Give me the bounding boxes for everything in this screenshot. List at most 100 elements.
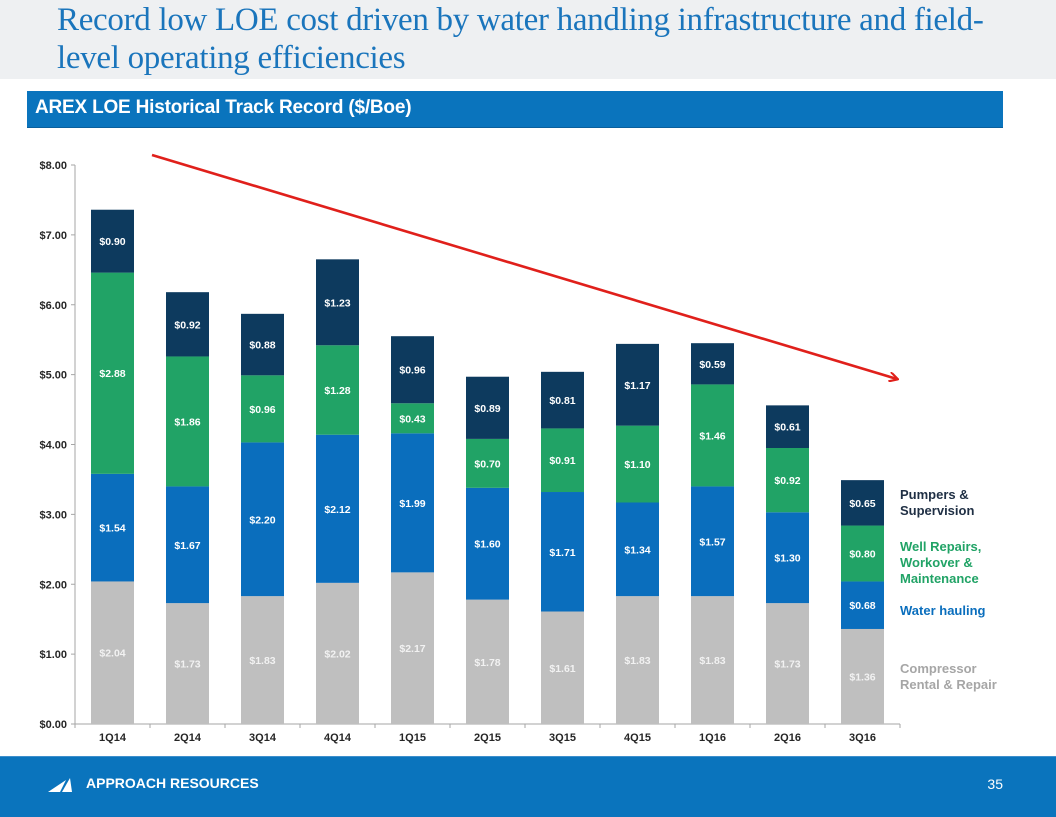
bar-segment bbox=[541, 428, 584, 493]
data-label: $2.04 bbox=[99, 648, 125, 660]
x-tick-label: 3Q14 bbox=[249, 732, 277, 744]
data-label: $0.43 bbox=[399, 413, 425, 425]
bar-segment bbox=[91, 581, 134, 724]
bar-stack-3Q16: $1.36 $0.68 $0.80 $0.65 bbox=[841, 480, 884, 724]
bar-segment bbox=[91, 473, 134, 582]
x-tick-label: 3Q15 bbox=[549, 732, 576, 744]
bar-segment bbox=[166, 356, 209, 487]
company-name: APPROACH RESOURCES bbox=[86, 775, 259, 791]
bar-segment bbox=[316, 582, 359, 724]
data-label: $0.91 bbox=[549, 455, 575, 467]
bar-stack-2Q14: $1.73 $1.67 $1.86 $0.92 bbox=[166, 292, 209, 724]
trend-arrow bbox=[151, 153, 897, 379]
data-label: $0.81 bbox=[549, 395, 575, 407]
data-label: $0.89 bbox=[474, 403, 500, 415]
bar-segment bbox=[466, 438, 509, 488]
bar-segment bbox=[691, 384, 734, 487]
legend-label-line: Maintenance bbox=[900, 571, 979, 586]
data-label: $1.17 bbox=[624, 380, 650, 392]
bar-stack-1Q14: $2.04 $1.54 $2.88 $0.90 bbox=[91, 209, 134, 724]
y-tick-label: $1.00 bbox=[39, 649, 67, 661]
y-tick-label: $4.00 bbox=[39, 440, 67, 452]
y-tick-label: $0.00 bbox=[39, 719, 67, 731]
bar-segment bbox=[241, 313, 284, 376]
data-label: $1.54 bbox=[99, 523, 125, 535]
data-label: $0.96 bbox=[249, 404, 275, 416]
legend-label-line: Water hauling bbox=[900, 603, 986, 618]
legend-label-line: Rental & Repair bbox=[900, 677, 997, 692]
bar-stack-1Q15: $2.17 $1.99 $0.43 $0.96 bbox=[391, 336, 434, 724]
bar-segment bbox=[166, 603, 209, 724]
bar-stack-1Q16: $1.83 $1.57 $1.46 $0.59 bbox=[691, 343, 734, 724]
data-label: $1.73 bbox=[174, 659, 200, 671]
x-tick-label: 1Q15 bbox=[399, 732, 426, 744]
chart-bars: $2.04 $1.54 $2.88 $0.90 $1.73 $1.67 $1.86 $0.92… bbox=[91, 209, 884, 724]
bar-segment bbox=[391, 572, 434, 724]
data-label: $1.60 bbox=[474, 539, 500, 551]
bar-stack-3Q15: $1.61 $1.71 $0.91 $0.81 bbox=[541, 371, 584, 724]
approach-logo-icon bbox=[48, 778, 72, 792]
legend-item: Compressor Rental & Repair bbox=[900, 661, 1010, 693]
data-label: $2.88 bbox=[99, 368, 125, 380]
data-label: $0.88 bbox=[249, 340, 275, 352]
bar-segment bbox=[241, 442, 284, 597]
bar-segment bbox=[616, 502, 659, 597]
page-number: 35 bbox=[987, 776, 1003, 792]
bar-segment bbox=[541, 492, 584, 612]
bar-segment bbox=[616, 596, 659, 724]
data-label: $1.10 bbox=[624, 459, 650, 471]
data-label: $1.99 bbox=[399, 498, 425, 510]
data-label: $2.17 bbox=[399, 643, 425, 655]
data-label: $1.34 bbox=[624, 544, 650, 556]
data-label: $1.71 bbox=[549, 547, 575, 559]
data-label: $2.12 bbox=[324, 504, 350, 516]
bar-segment bbox=[391, 433, 434, 573]
bar-segment bbox=[541, 611, 584, 724]
y-tick-label: $3.00 bbox=[39, 509, 67, 521]
data-label: $1.83 bbox=[624, 655, 650, 667]
legend-label-line: Pumpers & bbox=[900, 487, 969, 502]
data-label: $1.46 bbox=[699, 430, 725, 442]
legend-label-line: Compressor bbox=[900, 661, 977, 676]
bar-segment bbox=[166, 292, 209, 357]
x-tick-label: 2Q16 bbox=[774, 732, 801, 744]
bar-segment bbox=[691, 486, 734, 597]
chart-axes: $0.00 $1.00 $2.00 $3.00 $4.00 $5.00 $6.00 $7.00… bbox=[39, 160, 901, 744]
data-label: $0.70 bbox=[474, 458, 500, 470]
data-label: $1.28 bbox=[324, 385, 350, 397]
data-label: $1.30 bbox=[774, 553, 800, 565]
bar-stack-4Q14: $2.02 $2.12 $1.28 $1.23 bbox=[316, 259, 359, 724]
data-label: $1.83 bbox=[699, 655, 725, 667]
y-tick-label: $7.00 bbox=[39, 230, 67, 242]
data-label: $1.36 bbox=[849, 671, 875, 683]
data-label: $1.86 bbox=[174, 416, 200, 428]
bar-segment bbox=[316, 434, 359, 583]
legend-label-line: Supervision bbox=[900, 503, 975, 518]
bar-segment bbox=[466, 376, 509, 439]
legend-item: Water hauling bbox=[900, 603, 1010, 619]
y-tick-label: $8.00 bbox=[39, 160, 67, 172]
title-band: Record low LOE cost driven by water hand… bbox=[0, 0, 1056, 79]
trend-arrow-layer bbox=[151, 153, 897, 379]
bar-segment bbox=[466, 487, 509, 600]
legend-item: Pumpers & Supervision bbox=[900, 487, 1010, 519]
bar-segment bbox=[766, 447, 809, 513]
data-label: $0.65 bbox=[849, 498, 875, 510]
bar-stack-2Q16: $1.73 $1.30 $0.92 $0.61 bbox=[766, 405, 809, 724]
data-label: $0.59 bbox=[699, 359, 725, 371]
bar-segment bbox=[541, 371, 584, 429]
bar-segment bbox=[616, 343, 659, 426]
data-label: $0.90 bbox=[99, 236, 125, 248]
data-label: $1.83 bbox=[249, 655, 275, 667]
data-label: $0.92 bbox=[774, 475, 800, 487]
x-tick-label: 1Q14 bbox=[99, 732, 127, 744]
bar-segment bbox=[841, 581, 884, 629]
bar-stack-3Q14: $1.83 $2.20 $0.96 $0.88 bbox=[241, 313, 284, 724]
legend-label-line: Workover & bbox=[900, 555, 973, 570]
x-tick-label: 1Q16 bbox=[699, 732, 726, 744]
y-tick-label: $6.00 bbox=[39, 300, 67, 312]
data-label: $0.80 bbox=[849, 549, 875, 561]
data-label: $0.68 bbox=[849, 600, 875, 612]
bar-segment bbox=[766, 405, 809, 448]
loe-stacked-bar-chart: $0.00 $1.00 $2.00 $3.00 $4.00 $5.00 $6.00 $7.00… bbox=[39, 153, 901, 744]
